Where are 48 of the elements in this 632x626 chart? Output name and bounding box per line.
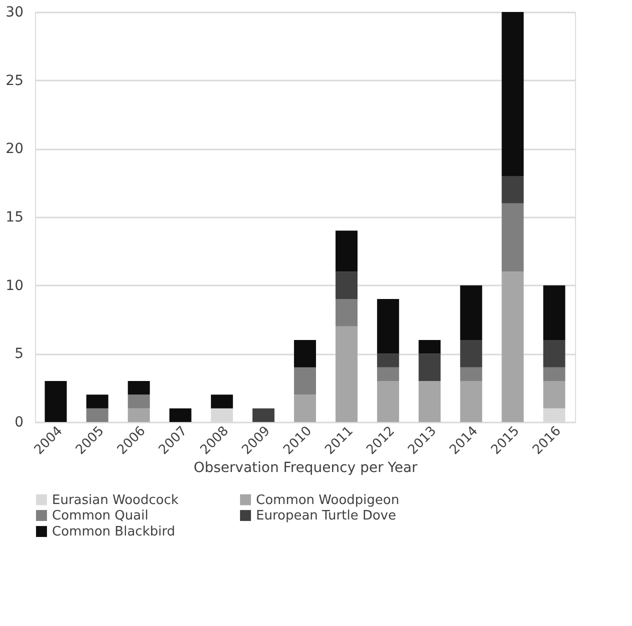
y-tick-label: 20 [6,141,24,158]
bar [336,326,358,422]
bar [210,394,233,408]
bar [418,354,441,381]
legend-label: Eurasian Woodcock [52,492,179,508]
bar [86,408,108,422]
bar [460,340,482,368]
bar [169,408,192,422]
bar [128,381,150,395]
bar [336,299,358,326]
bar [86,394,108,408]
bar [460,381,482,422]
bar [460,285,482,340]
bar [460,367,482,381]
bar [543,367,566,381]
legend-label: Common Blackbird [52,524,176,540]
bar [543,285,566,340]
y-tick-label: 30 [6,4,24,20]
bar [377,367,400,381]
bar [377,381,400,422]
y-tick-label: 0 [14,414,24,430]
x-axis-title: Observation Frequency per Year [194,460,418,476]
bar [418,381,441,422]
bar [418,340,441,354]
legend-label: Common Quail [52,508,148,524]
bar [128,408,150,422]
y-tick-label: 5 [14,346,24,362]
bar [502,272,524,422]
bar [294,340,316,368]
bar [336,272,358,299]
bar [336,230,358,272]
bar [502,12,524,176]
bar [543,340,566,368]
bar [377,299,400,354]
bar [44,381,67,422]
bar [128,394,150,408]
bar [294,394,316,422]
y-tick-label: 25 [6,72,24,89]
y-tick-label: 10 [6,278,24,294]
y-tick-label: 15 [6,210,24,226]
bar [543,381,566,408]
legend-label: Common Woodpigeon [256,492,400,508]
legend-label: European Turtle Dove [256,508,396,524]
bar [252,408,274,422]
bar [377,354,400,368]
bar [502,176,524,204]
bar [294,367,316,395]
bar [502,203,524,272]
